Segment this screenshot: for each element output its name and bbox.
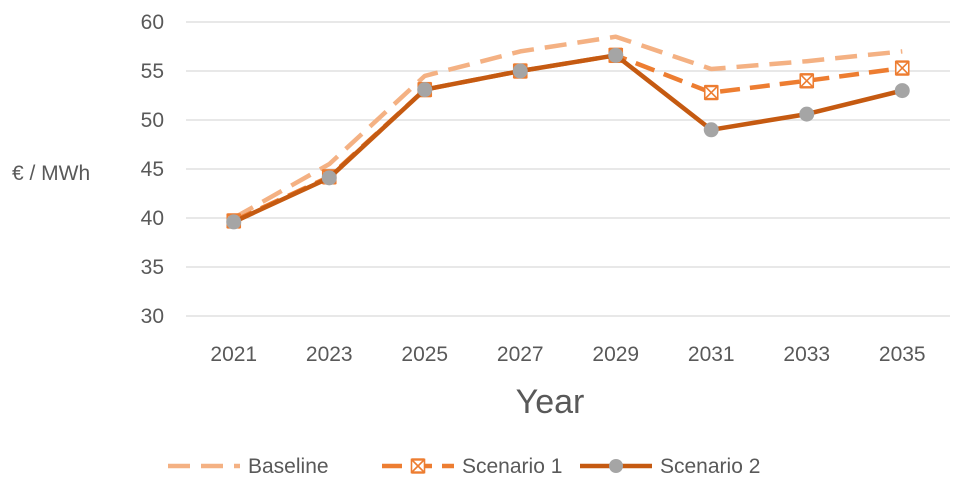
y-tick-label: 55: [141, 60, 164, 83]
x-tick-label: 2033: [783, 343, 830, 366]
legend-label-1: Baseline: [248, 455, 329, 478]
grid-lines: [186, 21, 950, 317]
legend-label-3: Scenario 2: [660, 455, 760, 478]
series-line-scenario-2: [231, 53, 905, 225]
x-tick-label: 2031: [688, 343, 735, 366]
y-tick-label: 50: [141, 109, 164, 132]
y-axis-ticks: 30 35 40 45 50 55 60: [141, 11, 164, 328]
y-axis-label: € / MWh: [12, 162, 90, 185]
data-point-scenario-2: [321, 170, 337, 186]
legend-marker-2: [410, 458, 426, 474]
legend-marker-3: [609, 459, 623, 473]
data-point-scenario-2: [608, 47, 624, 63]
data-point-scenario-1: [703, 84, 719, 101]
data-point-scenario-1: [799, 73, 815, 89]
x-tick-label: 2021: [210, 343, 257, 366]
data-point-scenario-2: [894, 83, 910, 99]
x-tick-label: 2035: [879, 343, 926, 366]
series-group: [226, 34, 910, 230]
x-axis-ticks: 2021 2023 2025 2027 2029 2031 2033 2035: [210, 343, 925, 366]
data-point-scenario-2: [417, 82, 433, 98]
x-tick-label: 2027: [497, 343, 544, 366]
legend: Baseline Scenario 1 Scenario 2: [168, 455, 760, 478]
data-point-scenario-1: [894, 60, 910, 76]
y-tick-label: 35: [141, 256, 164, 279]
x-tick-label: 2023: [306, 343, 353, 366]
y-tick-label: 40: [141, 207, 164, 230]
data-point-scenario-2: [226, 214, 242, 230]
series-line-baseline: [232, 34, 903, 220]
x-tick-label: 2025: [401, 343, 448, 366]
y-tick-label: 45: [141, 158, 164, 181]
legend-label-2: Scenario 1: [462, 455, 562, 478]
y-tick-label: 60: [141, 11, 164, 34]
data-point-scenario-2: [799, 106, 815, 122]
y-tick-label: 30: [141, 305, 164, 328]
data-point-scenario-2: [703, 122, 719, 138]
data-point-scenario-2: [512, 63, 528, 79]
x-axis-label: Year: [516, 383, 585, 421]
x-tick-label: 2029: [592, 343, 639, 366]
